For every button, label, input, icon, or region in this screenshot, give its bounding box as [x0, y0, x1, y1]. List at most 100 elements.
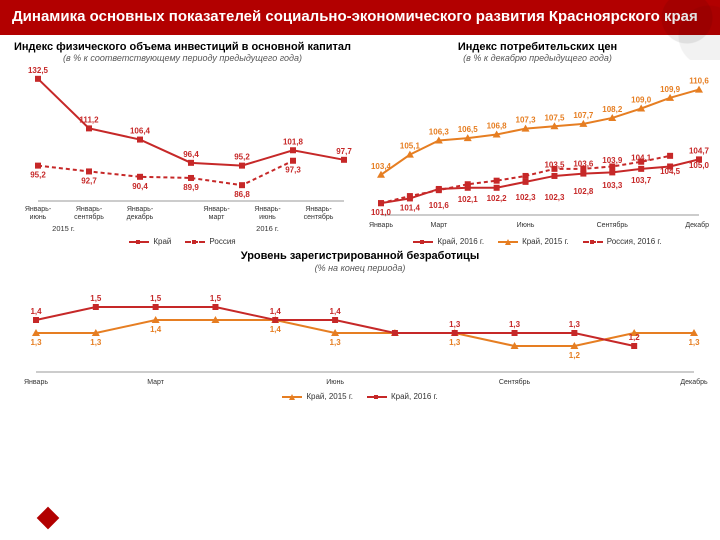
- legend-russia: Россия: [185, 237, 235, 246]
- svg-text:Январь-: Январь-: [25, 206, 52, 213]
- chart3-subtitle: (% на конец периода): [8, 263, 712, 273]
- svg-text:Март: Март: [147, 379, 165, 386]
- svg-text:108,2: 108,2: [602, 105, 623, 114]
- legend-kray-2015: Край, 2015 г.: [498, 237, 569, 246]
- svg-text:111,2: 111,2: [79, 116, 99, 125]
- svg-text:97,7: 97,7: [336, 147, 352, 156]
- svg-text:92,7: 92,7: [81, 177, 97, 186]
- svg-text:106,4: 106,4: [130, 127, 151, 136]
- chart1-subtitle: (в % к соответствующему периоду предыдущ…: [8, 53, 357, 63]
- svg-text:102,3: 102,3: [544, 193, 565, 202]
- svg-text:март: март: [209, 214, 225, 221]
- svg-text:1,3: 1,3: [449, 338, 461, 347]
- svg-text:89,9: 89,9: [183, 183, 199, 192]
- svg-text:Январь-: Январь-: [254, 206, 281, 213]
- chart2-svg: 103,4105,1106,3106,5106,8107,3107,5107,7…: [363, 65, 709, 235]
- svg-text:106,5: 106,5: [458, 125, 479, 134]
- svg-text:102,3: 102,3: [516, 193, 537, 202]
- svg-text:107,5: 107,5: [544, 114, 565, 123]
- svg-text:109,0: 109,0: [631, 96, 652, 105]
- svg-text:104,1: 104,1: [631, 154, 652, 163]
- svg-text:Март: Март: [430, 222, 448, 229]
- svg-text:2016 г.: 2016 г.: [256, 224, 279, 233]
- svg-text:86,8: 86,8: [234, 191, 250, 200]
- svg-text:106,8: 106,8: [487, 122, 508, 131]
- svg-text:1,2: 1,2: [569, 351, 581, 360]
- svg-text:1,3: 1,3: [330, 338, 342, 347]
- svg-text:102,8: 102,8: [573, 187, 594, 196]
- svg-text:1,3: 1,3: [30, 338, 42, 347]
- svg-text:1,3: 1,3: [509, 320, 521, 329]
- svg-text:103,6: 103,6: [573, 160, 594, 169]
- svg-text:Июнь: Июнь: [517, 222, 535, 229]
- svg-text:Июнь: Июнь: [326, 379, 344, 386]
- footer-diamond-icon: [37, 507, 60, 530]
- svg-text:103,3: 103,3: [602, 181, 623, 190]
- svg-text:1,5: 1,5: [150, 294, 162, 303]
- svg-text:Январь-: Январь-: [127, 206, 154, 213]
- svg-text:1,3: 1,3: [688, 338, 700, 347]
- legend-kray-2016: Край, 2016 г.: [413, 237, 484, 246]
- top-charts-row: Индекс физического объема инвестиций в о…: [0, 35, 720, 247]
- svg-text:106,3: 106,3: [429, 128, 450, 137]
- chart1-container: Индекс физического объема инвестиций в о…: [8, 41, 357, 247]
- svg-text:101,4: 101,4: [400, 204, 421, 213]
- svg-text:2015 г.: 2015 г.: [52, 224, 75, 233]
- chart2-legend: Край, 2016 г. Край, 2015 г. Россия, 2016…: [363, 237, 712, 246]
- svg-text:109,9: 109,9: [660, 85, 681, 94]
- svg-text:97,3: 97,3: [285, 166, 301, 175]
- svg-text:1,3: 1,3: [90, 338, 102, 347]
- svg-text:1,5: 1,5: [90, 294, 102, 303]
- svg-text:1,4: 1,4: [150, 325, 162, 334]
- svg-text:1,2: 1,2: [629, 333, 641, 342]
- svg-text:105,0: 105,0: [689, 161, 709, 170]
- page-header: Динамика основных показателей социально-…: [0, 0, 720, 35]
- svg-text:1,4: 1,4: [270, 307, 282, 316]
- header-decoration: [610, 0, 720, 60]
- chart1-title: Индекс физического объема инвестиций в о…: [8, 41, 357, 54]
- svg-text:Январь: Январь: [369, 222, 393, 229]
- svg-text:1,3: 1,3: [569, 320, 581, 329]
- svg-text:103,7: 103,7: [631, 177, 652, 186]
- svg-text:104,5: 104,5: [660, 167, 681, 176]
- svg-text:104,7: 104,7: [689, 147, 709, 156]
- page-title: Динамика основных показателей социально-…: [12, 8, 698, 25]
- svg-text:декабрь: декабрь: [127, 213, 154, 221]
- svg-text:сентябрь: сентябрь: [304, 213, 334, 221]
- svg-text:105,1: 105,1: [400, 142, 421, 151]
- svg-text:Сентябрь: Сентябрь: [597, 221, 629, 229]
- svg-text:Декабрь: Декабрь: [685, 221, 709, 229]
- chart3-legend: Край, 2015 г. Край, 2016 г.: [8, 392, 712, 401]
- svg-text:102,1: 102,1: [458, 196, 479, 205]
- legend3-kray-2016: Край, 2016 г.: [367, 392, 438, 401]
- svg-text:Январь-: Январь-: [203, 206, 230, 213]
- svg-text:сентябрь: сентябрь: [74, 213, 104, 221]
- svg-text:101,6: 101,6: [429, 201, 450, 210]
- legend3-kray-2015: Край, 2015 г.: [282, 392, 353, 401]
- svg-text:102,2: 102,2: [487, 194, 508, 203]
- svg-text:95,2: 95,2: [234, 153, 250, 162]
- chart2-container: Индекс потребительских цен (в % к декабр…: [363, 41, 712, 247]
- svg-text:110,6: 110,6: [689, 77, 709, 86]
- svg-text:Январь: Январь: [24, 379, 48, 386]
- legend-kray: Край: [129, 237, 171, 246]
- svg-text:июнь: июнь: [259, 214, 276, 221]
- svg-text:1,4: 1,4: [330, 307, 342, 316]
- svg-text:107,3: 107,3: [516, 116, 537, 125]
- svg-text:1,5: 1,5: [210, 294, 222, 303]
- svg-text:1,4: 1,4: [30, 307, 42, 316]
- legend-russia-2016: Россия, 2016 г.: [583, 237, 662, 246]
- svg-text:132,5: 132,5: [28, 66, 49, 75]
- svg-text:Январь-: Январь-: [76, 206, 103, 213]
- svg-text:95,2: 95,2: [30, 171, 46, 180]
- svg-text:103,5: 103,5: [544, 161, 565, 170]
- svg-text:96,4: 96,4: [183, 150, 199, 159]
- chart3-svg: 1,3 1,3 1,4 1,4 1,3 1,3 1,2 1,3 1,4 1,5 1,5 1,5 1,4 1…: [8, 275, 708, 390]
- chart3-container: Уровень зарегистрированной безработицы (…: [0, 246, 720, 401]
- svg-text:101,8: 101,8: [283, 138, 304, 147]
- svg-text:103,9: 103,9: [602, 156, 623, 165]
- svg-text:Сентябрь: Сентябрь: [499, 378, 531, 386]
- chart1-legend: Край Россия: [8, 237, 357, 246]
- chart3-title: Уровень зарегистрированной безработицы: [8, 250, 712, 263]
- svg-text:Декабрь: Декабрь: [680, 378, 708, 386]
